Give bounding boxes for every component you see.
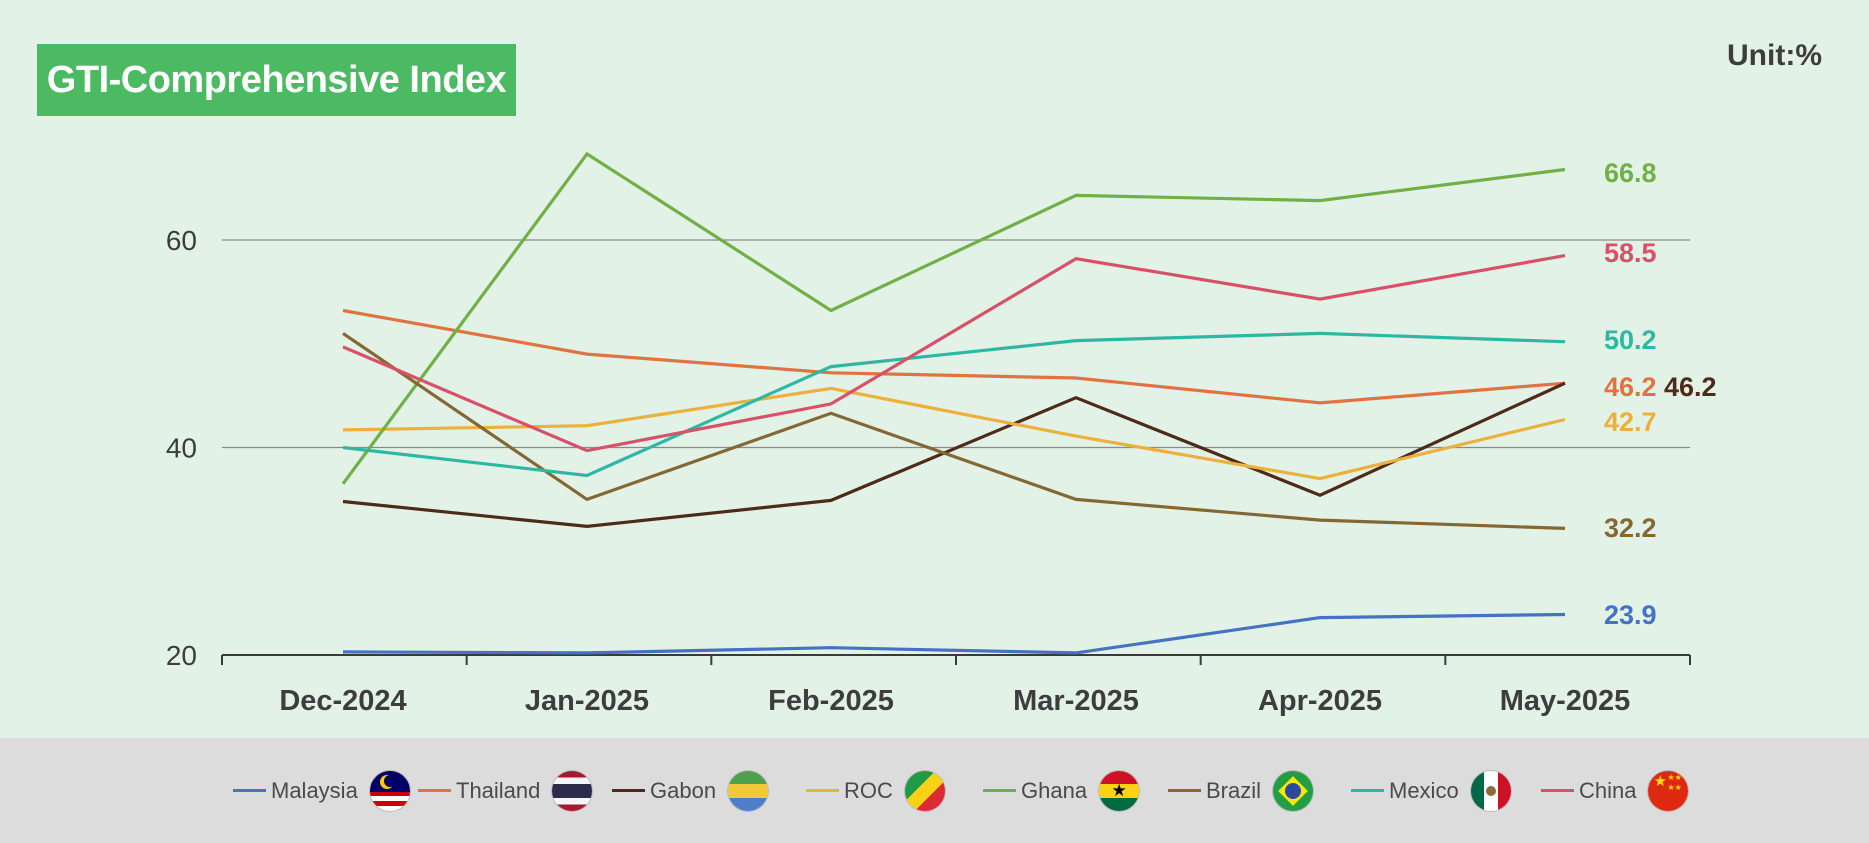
legend: Malaysia Thailand Gabon ROC Ghana ★ Brazil Mexi… <box>0 738 1869 843</box>
legend-swatch <box>1541 789 1574 792</box>
x-tick-label: Feb-2025 <box>768 685 894 717</box>
legend-label: Mexico <box>1389 777 1459 803</box>
legend-label: Malaysia <box>271 777 358 803</box>
china-flag-icon: ★ ★★ ★★ <box>1648 770 1689 811</box>
end-label-china: 58.5 <box>1604 238 1657 268</box>
legend-swatch <box>1351 789 1384 792</box>
x-tick-label: May-2025 <box>1500 685 1631 717</box>
legend-swatch <box>233 789 266 792</box>
malaysia-flag-icon <box>369 770 410 811</box>
series-line-malaysia <box>342 612 1566 655</box>
y-tick-label: 40 <box>166 433 197 464</box>
unit-label: Unit:% <box>1727 39 1822 72</box>
legend-label: Ghana <box>1021 777 1088 803</box>
legend-item-china: China ★ ★★ ★★ <box>1541 738 1689 843</box>
legend-swatch <box>983 789 1016 792</box>
end-label-thailand: 46.2 <box>1604 372 1657 402</box>
series-line-thailand <box>342 308 1566 405</box>
legend-item-malaysia: Malaysia <box>233 738 410 843</box>
legend-label: Gabon <box>650 777 717 803</box>
ghana-flag-icon: ★ <box>1099 770 1140 811</box>
series-line-mexico <box>342 331 1566 478</box>
legend-item-roc: ROC <box>806 738 945 843</box>
x-tick-label: Apr-2025 <box>1258 685 1382 717</box>
legend-item-mexico: Mexico <box>1351 738 1511 843</box>
end-label-roc: 42.7 <box>1604 407 1657 437</box>
end-label-malaysia: 23.9 <box>1604 600 1657 630</box>
series-line-roc <box>342 386 1566 481</box>
legend-label: ROC <box>844 777 893 803</box>
legend-item-gabon: Gabon <box>612 738 769 843</box>
x-tick-label: Mar-2025 <box>1013 685 1139 717</box>
legend-swatch <box>806 789 839 792</box>
end-label-brazil: 32.2 <box>1604 513 1657 543</box>
x-tick-label: Dec-2024 <box>279 685 406 717</box>
legend-label: Thailand <box>456 777 541 803</box>
chart-title: GTI-Comprehensive Index <box>37 44 516 116</box>
series-line-china <box>342 254 1566 453</box>
legend-swatch <box>612 789 645 792</box>
roc-flag-icon <box>904 770 945 811</box>
legend-label: China <box>1579 777 1637 803</box>
end-label-gabon: 46.2 <box>1664 372 1717 402</box>
legend-swatch <box>1168 789 1201 792</box>
series-line-brazil <box>342 332 1566 530</box>
x-tick-label: Jan-2025 <box>525 685 649 717</box>
gabon-flag-icon <box>728 770 769 811</box>
end-label-mexico: 50.2 <box>1604 325 1657 355</box>
legend-swatch <box>418 789 451 792</box>
legend-label: Brazil <box>1206 777 1262 803</box>
end-label-ghana: 66.8 <box>1604 158 1657 188</box>
series-line-ghana <box>341 151 1566 485</box>
legend-item-thailand: Thailand <box>418 738 593 843</box>
mexico-flag-icon <box>1470 770 1511 811</box>
legend-item-brazil: Brazil <box>1168 738 1314 843</box>
y-tick-label: 20 <box>166 640 197 671</box>
brazil-flag-icon <box>1273 770 1314 811</box>
legend-item-ghana: Ghana ★ <box>983 738 1140 843</box>
y-tick-label: 60 <box>166 225 197 256</box>
series-line-gabon <box>342 381 1566 529</box>
line-chart: 20 40 60 Dec-2024 Jan-2025 Feb-2025 Mar-2025 Ap… <box>166 151 1717 717</box>
thailand-flag-icon <box>552 770 593 811</box>
